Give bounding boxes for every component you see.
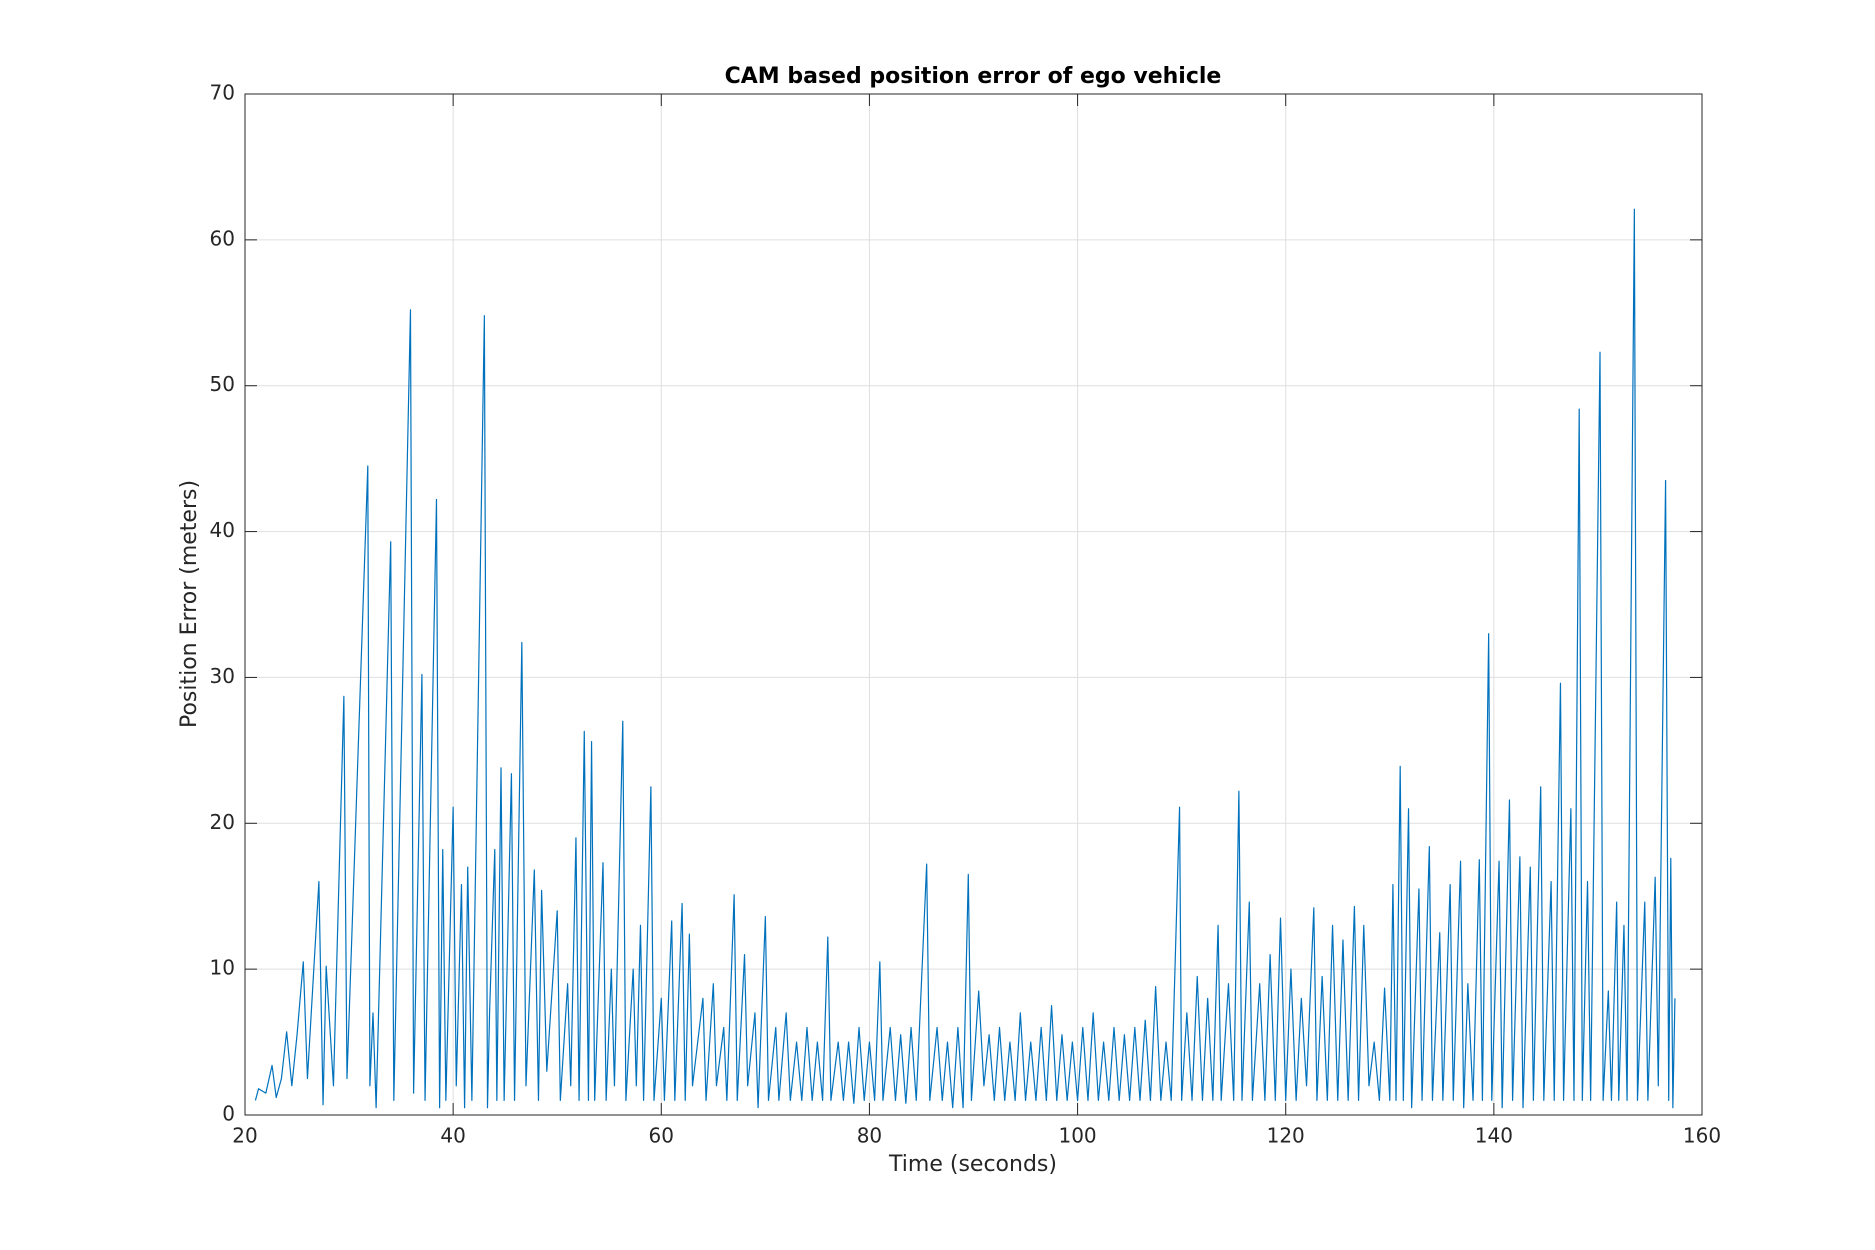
y-tick-label: 20 [210, 810, 235, 834]
y-axis-label: Position Error (meters) [177, 480, 202, 728]
y-tick-label: 40 [210, 518, 235, 542]
y-tick-label: 0 [222, 1102, 235, 1126]
x-tick-label: 160 [1683, 1124, 1721, 1148]
y-tick-label: 30 [210, 664, 235, 688]
y-tick-label: 10 [210, 956, 235, 980]
plot-frame [244, 93, 1703, 1116]
data-line [254, 208, 1676, 1109]
x-tick-label: 120 [1267, 1124, 1305, 1148]
x-tick-label: 60 [649, 1124, 674, 1148]
chart-title: CAM based position error of ego vehicle [725, 64, 1222, 89]
x-tick-label: 40 [440, 1124, 465, 1148]
x-tick-label: 100 [1058, 1124, 1096, 1148]
x-tick-label: 20 [232, 1124, 257, 1148]
x-tick-label: 140 [1475, 1124, 1513, 1148]
x-tick-label: 80 [857, 1124, 882, 1148]
x-axis-label: Time (seconds) [888, 1152, 1057, 1177]
y-tick-label: 70 [210, 81, 235, 105]
y-tick-label: 60 [210, 226, 235, 250]
y-tick-label: 50 [210, 372, 235, 396]
